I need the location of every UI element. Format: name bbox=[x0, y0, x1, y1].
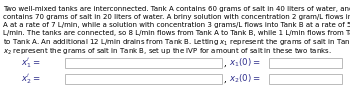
Text: $x_2'=$: $x_2'=$ bbox=[21, 72, 40, 86]
Text: to Tank A. An additional 12 L/min drains from Tank B. Letting $x_1$ represent th: to Tank A. An additional 12 L/min drains… bbox=[3, 38, 350, 49]
FancyBboxPatch shape bbox=[269, 74, 342, 84]
FancyBboxPatch shape bbox=[65, 74, 222, 84]
Text: A at a rate of 7 L/min, while a solution with concentration 3 grams/L flows into: A at a rate of 7 L/min, while a solution… bbox=[3, 22, 350, 28]
Text: $x_1(0)=$: $x_1(0)=$ bbox=[229, 57, 261, 69]
FancyBboxPatch shape bbox=[269, 58, 342, 68]
Text: ,: , bbox=[224, 59, 227, 68]
Text: Two well-mixed tanks are interconnected. Tank A contains 60 grams of salt in 40 : Two well-mixed tanks are interconnected.… bbox=[3, 5, 350, 11]
Text: $x_1'=$: $x_1'=$ bbox=[21, 56, 40, 70]
Text: ,: , bbox=[224, 75, 227, 84]
FancyBboxPatch shape bbox=[65, 58, 222, 68]
Text: $x_2(0)=$: $x_2(0)=$ bbox=[229, 73, 261, 85]
Text: contains 70 grams of salt in 20 liters of water. A briny solution with concentra: contains 70 grams of salt in 20 liters o… bbox=[3, 14, 350, 20]
Text: L/min. The tanks are connected, so 8 L/min flows from Tank A to Tank B, while 1 : L/min. The tanks are connected, so 8 L/m… bbox=[3, 30, 350, 36]
Text: $x_2$ represent the grams of salt in Tank B, set up the IVP for amount of salt i: $x_2$ represent the grams of salt in Tan… bbox=[3, 47, 332, 57]
